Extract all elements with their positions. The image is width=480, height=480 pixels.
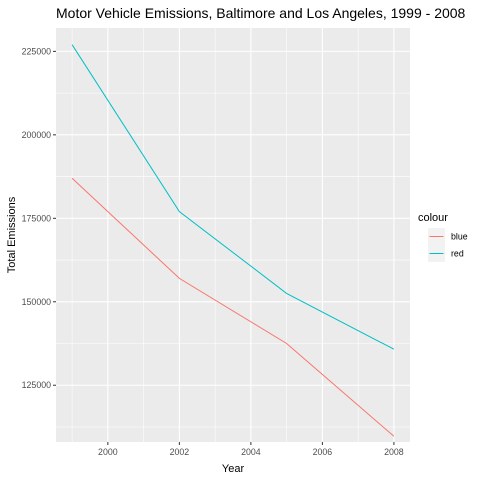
x-axis-title: Year [222, 463, 245, 475]
y-axis: 125000 150000 175000 200000 225000 [22, 46, 56, 390]
x-axis: 2000 2002 2004 2006 2008 [98, 442, 404, 457]
y-tick-label: 225000 [22, 46, 51, 56]
plot-panel [56, 28, 410, 442]
legend-title: colour [418, 212, 448, 224]
x-tick-label: 2008 [384, 447, 404, 457]
legend-label-red: red [451, 249, 464, 259]
y-tick-label: 125000 [22, 380, 51, 390]
y-tick-label: 200000 [22, 130, 51, 140]
chart-title: Motor Vehicle Emissions, Baltimore and L… [56, 5, 466, 21]
series-line-blue [71, 177, 395, 437]
y-tick-label: 150000 [22, 297, 51, 307]
y-tick-label: 175000 [22, 213, 51, 223]
x-tick-label: 2000 [98, 447, 118, 457]
legend: colour blue red [418, 212, 468, 262]
minor-gridlines [56, 28, 410, 442]
series-line-red [71, 44, 395, 350]
x-tick-label: 2004 [241, 447, 261, 457]
x-tick-label: 2002 [170, 447, 190, 457]
y-axis-title: Total Emissions [6, 196, 18, 273]
legend-label-blue: blue [451, 232, 468, 242]
x-tick-label: 2006 [313, 447, 333, 457]
series-lines [71, 44, 395, 437]
major-gridlines [56, 28, 410, 442]
